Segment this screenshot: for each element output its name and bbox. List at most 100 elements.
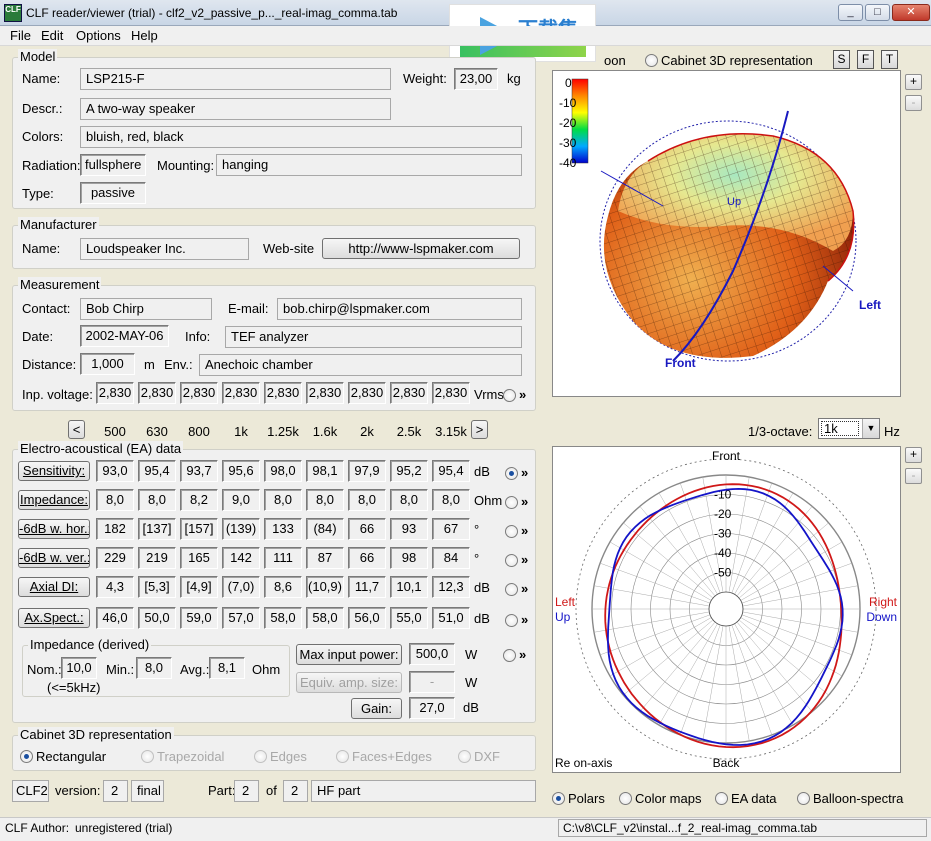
inp-voltage-cell[interactable]: 2,830: [390, 382, 428, 404]
env-field[interactable]: Anechoic chamber: [199, 354, 522, 376]
ea-value-cell[interactable]: 67: [432, 518, 470, 540]
cabinet3d-view-radio[interactable]: [645, 54, 658, 67]
ea-value-cell[interactable]: 87: [306, 547, 344, 569]
ea-row-more[interactable]: »: [521, 581, 529, 596]
equiv-amp-size-field[interactable]: -: [409, 671, 455, 693]
zoom-out-top-button[interactable]: -: [905, 95, 922, 111]
ea-value-cell[interactable]: 93: [390, 518, 428, 540]
radiation-field[interactable]: fullsphere: [80, 154, 146, 176]
ea-value-cell[interactable]: 93,0: [96, 460, 134, 482]
email-field[interactable]: bob.chirp@lspmaker.com: [277, 298, 522, 320]
ea-value-cell[interactable]: 46,0: [96, 607, 134, 629]
ea-value-cell[interactable]: [137]: [138, 518, 176, 540]
type-field[interactable]: passive: [80, 182, 146, 204]
colors-field[interactable]: bluish, red, black: [80, 126, 522, 148]
close-button[interactable]: ✕: [892, 4, 930, 21]
view-colormaps-label[interactable]: Color maps: [635, 791, 702, 806]
cabinet-faces-radio[interactable]: [336, 750, 349, 763]
ea-value-cell[interactable]: 55,0: [390, 607, 428, 629]
ea-row-button[interactable]: Impedance:: [18, 490, 90, 510]
gain-field[interactable]: 27,0: [409, 697, 455, 719]
ea-value-cell[interactable]: 8,0: [348, 489, 386, 511]
ea-value-cell[interactable]: [4,9]: [180, 576, 218, 598]
ea-value-cell[interactable]: 10,1: [390, 576, 428, 598]
ea-value-cell[interactable]: 8,6: [264, 576, 302, 598]
model-name-field[interactable]: LSP215-F: [80, 68, 391, 90]
view-eadata-radio[interactable]: [715, 792, 728, 805]
ea-value-cell[interactable]: 8,0: [306, 489, 344, 511]
contact-field[interactable]: Bob Chirp: [80, 298, 212, 320]
ea-row-radio[interactable]: [505, 525, 518, 538]
cabinet-rectangular-label[interactable]: Rectangular: [36, 749, 107, 764]
ea-row-button[interactable]: Axial DI:: [18, 577, 90, 597]
ea-value-cell[interactable]: 11,7: [348, 576, 386, 598]
ea-row-radio[interactable]: [505, 554, 518, 567]
ea-value-cell[interactable]: 9,0: [222, 489, 260, 511]
zoom-in-polar-button[interactable]: +: [905, 447, 922, 463]
freq-next-button[interactable]: >: [471, 420, 488, 439]
inp-voltage-cell[interactable]: 2,830: [138, 382, 176, 404]
ea-value-cell[interactable]: 50,0: [138, 607, 176, 629]
ea-value-cell[interactable]: (7,0): [222, 576, 260, 598]
max-power-radio[interactable]: [503, 649, 516, 662]
ea-value-cell[interactable]: 95,4: [432, 460, 470, 482]
balloon-view[interactable]: 0 -10 -20 -30 -40 Left Front Up: [552, 70, 901, 397]
ea-value-cell[interactable]: 8,2: [180, 489, 218, 511]
ea-value-cell[interactable]: 95,6: [222, 460, 260, 482]
ea-value-cell[interactable]: 98,0: [264, 460, 302, 482]
view-front-button[interactable]: F: [857, 50, 874, 69]
ea-value-cell[interactable]: 219: [138, 547, 176, 569]
inp-voltage-cell[interactable]: 2,830: [180, 382, 218, 404]
view-side-button[interactable]: S: [833, 50, 850, 69]
minimize-button[interactable]: _: [838, 4, 863, 21]
ea-value-cell[interactable]: 8,0: [264, 489, 302, 511]
ea-value-cell[interactable]: 57,0: [222, 607, 260, 629]
ea-value-cell[interactable]: 95,4: [138, 460, 176, 482]
ea-value-cell[interactable]: 51,0: [432, 607, 470, 629]
menu-file[interactable]: File: [10, 28, 31, 43]
ea-value-cell[interactable]: 142: [222, 547, 260, 569]
ea-value-cell[interactable]: 56,0: [348, 607, 386, 629]
balloon-tab-label[interactable]: oon: [604, 53, 626, 68]
freq-prev-button[interactable]: <: [68, 420, 85, 439]
ea-value-cell[interactable]: 8,0: [138, 489, 176, 511]
view-top-button[interactable]: T: [881, 50, 898, 69]
chevron-down-icon[interactable]: ▼: [862, 419, 879, 438]
ea-value-cell[interactable]: 8,0: [390, 489, 428, 511]
inp-voltage-more[interactable]: »: [519, 387, 527, 402]
cabinet-edges-radio[interactable]: [254, 750, 267, 763]
polar-plot[interactable]: -10 -20 -30 -40 -50 Front Back Left Up Right Down R…: [552, 446, 901, 773]
view-polars-radio[interactable]: [552, 792, 565, 805]
inp-voltage-cell[interactable]: 2,830: [348, 382, 386, 404]
ea-value-cell[interactable]: 59,0: [180, 607, 218, 629]
mounting-field[interactable]: hanging: [216, 154, 522, 176]
menu-help[interactable]: Help: [131, 28, 158, 43]
inp-voltage-cell[interactable]: 2,830: [432, 382, 470, 404]
ea-row-more[interactable]: »: [521, 612, 529, 627]
ea-value-cell[interactable]: 95,2: [390, 460, 428, 482]
zoom-out-polar-button[interactable]: -: [905, 468, 922, 484]
ea-value-cell[interactable]: 12,3: [432, 576, 470, 598]
weight-field[interactable]: 23,00: [454, 68, 498, 90]
cabinet-rectangular-radio[interactable]: [20, 750, 33, 763]
inp-voltage-cell[interactable]: 2,830: [264, 382, 302, 404]
ea-row-button[interactable]: -6dB w. ver.:: [18, 548, 90, 568]
ea-value-cell[interactable]: 98,1: [306, 460, 344, 482]
gain-button[interactable]: Gain:: [351, 698, 402, 719]
ea-value-cell[interactable]: 97,9: [348, 460, 386, 482]
view-polars-label[interactable]: Polars: [568, 791, 605, 806]
ea-value-cell[interactable]: 229: [96, 547, 134, 569]
ea-value-cell[interactable]: 111: [264, 547, 302, 569]
min-field[interactable]: 8,0: [136, 657, 172, 679]
distance-field[interactable]: 1,000: [80, 353, 135, 375]
avg-field[interactable]: 8,1: [209, 657, 245, 679]
cabinet-trapezoidal-radio[interactable]: [141, 750, 154, 763]
ea-value-cell[interactable]: (139): [222, 518, 260, 540]
ea-value-cell[interactable]: [5,3]: [138, 576, 176, 598]
ea-row-radio[interactable]: [505, 614, 518, 627]
max-input-power-button[interactable]: Max input power:: [296, 644, 402, 665]
maximize-button[interactable]: □: [865, 4, 890, 21]
nom-field[interactable]: 10,0: [61, 657, 97, 679]
manufacturer-name-field[interactable]: Loudspeaker Inc.: [80, 238, 249, 260]
info-field[interactable]: TEF analyzer: [225, 326, 522, 348]
